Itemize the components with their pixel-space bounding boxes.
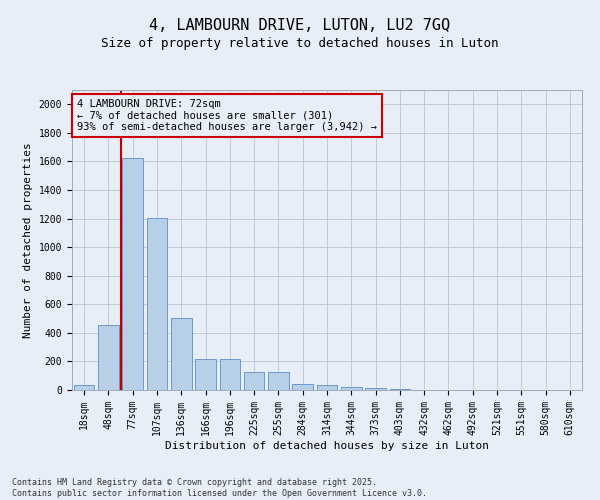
Text: 4 LAMBOURN DRIVE: 72sqm
← 7% of detached houses are smaller (301)
93% of semi-de: 4 LAMBOURN DRIVE: 72sqm ← 7% of detached… bbox=[77, 99, 377, 132]
Bar bbox=[146, 218, 167, 390]
Bar bbox=[389, 389, 410, 390]
Bar bbox=[74, 385, 94, 390]
Bar bbox=[268, 372, 289, 390]
Text: Contains HM Land Registry data © Crown copyright and database right 2025.
Contai: Contains HM Land Registry data © Crown c… bbox=[12, 478, 427, 498]
Bar bbox=[244, 372, 265, 390]
Text: 4, LAMBOURN DRIVE, LUTON, LU2 7GQ: 4, LAMBOURN DRIVE, LUTON, LU2 7GQ bbox=[149, 18, 451, 32]
Bar bbox=[122, 158, 143, 390]
Bar bbox=[171, 318, 191, 390]
Bar bbox=[317, 384, 337, 390]
Bar bbox=[195, 358, 216, 390]
X-axis label: Distribution of detached houses by size in Luton: Distribution of detached houses by size … bbox=[165, 440, 489, 450]
Bar bbox=[292, 384, 313, 390]
Bar bbox=[341, 387, 362, 390]
Bar bbox=[220, 358, 240, 390]
Text: Size of property relative to detached houses in Luton: Size of property relative to detached ho… bbox=[101, 38, 499, 51]
Y-axis label: Number of detached properties: Number of detached properties bbox=[23, 142, 33, 338]
Bar bbox=[98, 325, 119, 390]
Bar bbox=[365, 388, 386, 390]
